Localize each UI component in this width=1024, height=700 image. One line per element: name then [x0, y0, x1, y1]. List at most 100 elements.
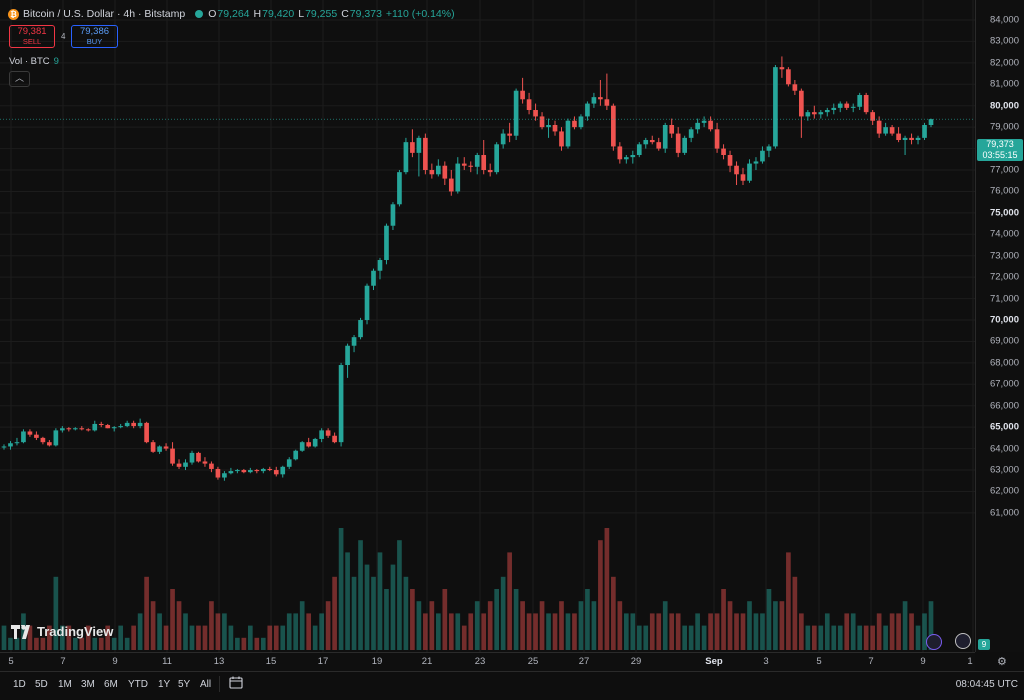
date-tick: 25 — [527, 656, 539, 667]
candle — [53, 430, 59, 446]
volume-bar — [306, 613, 312, 650]
candle — [338, 365, 344, 443]
volume-bar — [572, 613, 577, 650]
candle — [273, 470, 279, 475]
candle — [909, 137, 914, 141]
volume-bar — [202, 625, 208, 650]
candle — [857, 95, 863, 107]
candle — [546, 125, 551, 128]
price-scale[interactable]: 84,00083,00082,00081,00080,00079,00078,0… — [975, 0, 1024, 652]
candle — [662, 125, 668, 149]
range-5d[interactable]: 5D — [35, 679, 48, 690]
volume-bar — [740, 613, 746, 650]
candle — [773, 67, 778, 147]
volume-bar — [507, 552, 512, 650]
volume-bar — [14, 637, 20, 650]
candle — [928, 119, 934, 126]
candle — [805, 112, 811, 117]
open-label: O — [208, 8, 217, 20]
lightning-icon[interactable] — [926, 634, 942, 650]
volume-bar — [617, 601, 623, 650]
date-tick: Sep — [705, 656, 723, 667]
candle — [533, 110, 538, 117]
chart-area[interactable] — [0, 0, 975, 652]
range-ytd[interactable]: YTD — [128, 679, 148, 690]
calendar-icon[interactable] — [229, 676, 243, 689]
volume-bar — [844, 613, 850, 650]
us-flag-icon[interactable] — [955, 633, 971, 649]
candle — [604, 99, 610, 106]
volume-bar — [105, 625, 111, 650]
volume-bar — [34, 637, 39, 650]
toolbar-divider — [219, 676, 220, 692]
volume-bar — [403, 576, 409, 650]
range-6m[interactable]: 6M — [104, 679, 118, 690]
utc-clock[interactable]: 08:04:45 UTC — [955, 679, 1018, 690]
range-5y[interactable]: 5Y — [178, 679, 191, 690]
time-axis[interactable]: 5 7 9 11 13 15 17 19 21 23 25 27 29 Sep 3 5 7 9 1 — [0, 652, 975, 671]
volume-legend[interactable]: Vol · BTC 9 — [9, 56, 59, 67]
settings-gear-icon[interactable]: ⚙ — [997, 656, 1007, 668]
volume-bar — [669, 613, 675, 650]
volume-bar — [578, 601, 584, 650]
range-all[interactable]: All — [200, 679, 212, 690]
buy-button[interactable]: 79,386 BUY — [71, 25, 118, 48]
candle — [442, 165, 448, 179]
price-chart[interactable] — [0, 0, 975, 652]
volume-bar — [682, 625, 687, 650]
candle — [617, 146, 623, 160]
candle — [585, 103, 590, 117]
candle — [235, 470, 240, 472]
high-value: 79,420 — [262, 8, 295, 20]
candle — [688, 129, 694, 138]
candle — [714, 129, 720, 149]
volume-bar — [753, 613, 759, 650]
volume-bar — [494, 589, 500, 650]
candle — [377, 260, 383, 271]
candle — [740, 174, 746, 181]
candle — [14, 442, 20, 444]
candle — [863, 95, 869, 113]
range-3m[interactable]: 3M — [81, 679, 95, 690]
volume-bar — [870, 625, 875, 650]
market-status-icon — [195, 10, 204, 18]
tradingview-logo[interactable]: TradingView — [11, 624, 113, 639]
volume-bar — [533, 613, 538, 650]
candle — [526, 99, 532, 111]
volume-bar — [792, 576, 798, 650]
candle — [163, 446, 169, 449]
candle — [837, 103, 843, 108]
volume-bar — [591, 601, 597, 650]
volume-bar — [8, 637, 13, 650]
date-tick: 15 — [265, 656, 277, 667]
symbol-title[interactable]: Bitcoin / U.S. Dollar · 4h · Bitstamp — [23, 8, 186, 20]
volume-bar — [773, 601, 778, 650]
candle — [435, 165, 441, 175]
high-label: H — [253, 8, 262, 20]
candle — [507, 133, 512, 136]
range-1y[interactable]: 1Y — [158, 679, 171, 690]
candle — [494, 144, 500, 173]
spread-value: 4 — [61, 32, 66, 41]
volume-bar — [286, 613, 292, 650]
volume-bar — [695, 613, 700, 650]
collapse-chevron-up-icon[interactable]: ︿ — [9, 71, 30, 87]
candle — [487, 170, 493, 173]
candle — [202, 461, 208, 464]
sell-button[interactable]: 79,381 SELL — [9, 25, 55, 48]
range-1d[interactable]: 1D — [13, 679, 26, 690]
candle — [883, 127, 888, 134]
date-tick: 23 — [474, 656, 486, 667]
volume-bar — [384, 589, 389, 650]
date-tick: 1 — [967, 656, 973, 667]
volume-bar — [688, 625, 694, 650]
volume-bar — [649, 613, 655, 650]
candle — [753, 161, 759, 164]
volume-bar — [721, 589, 726, 650]
volume-bar — [708, 613, 713, 650]
range-1m[interactable]: 1M — [58, 679, 72, 690]
volume-bar — [857, 625, 863, 650]
close-label: C — [341, 8, 349, 20]
date-tick: 9 — [112, 656, 118, 667]
sell-price: 79,381 — [17, 26, 47, 37]
